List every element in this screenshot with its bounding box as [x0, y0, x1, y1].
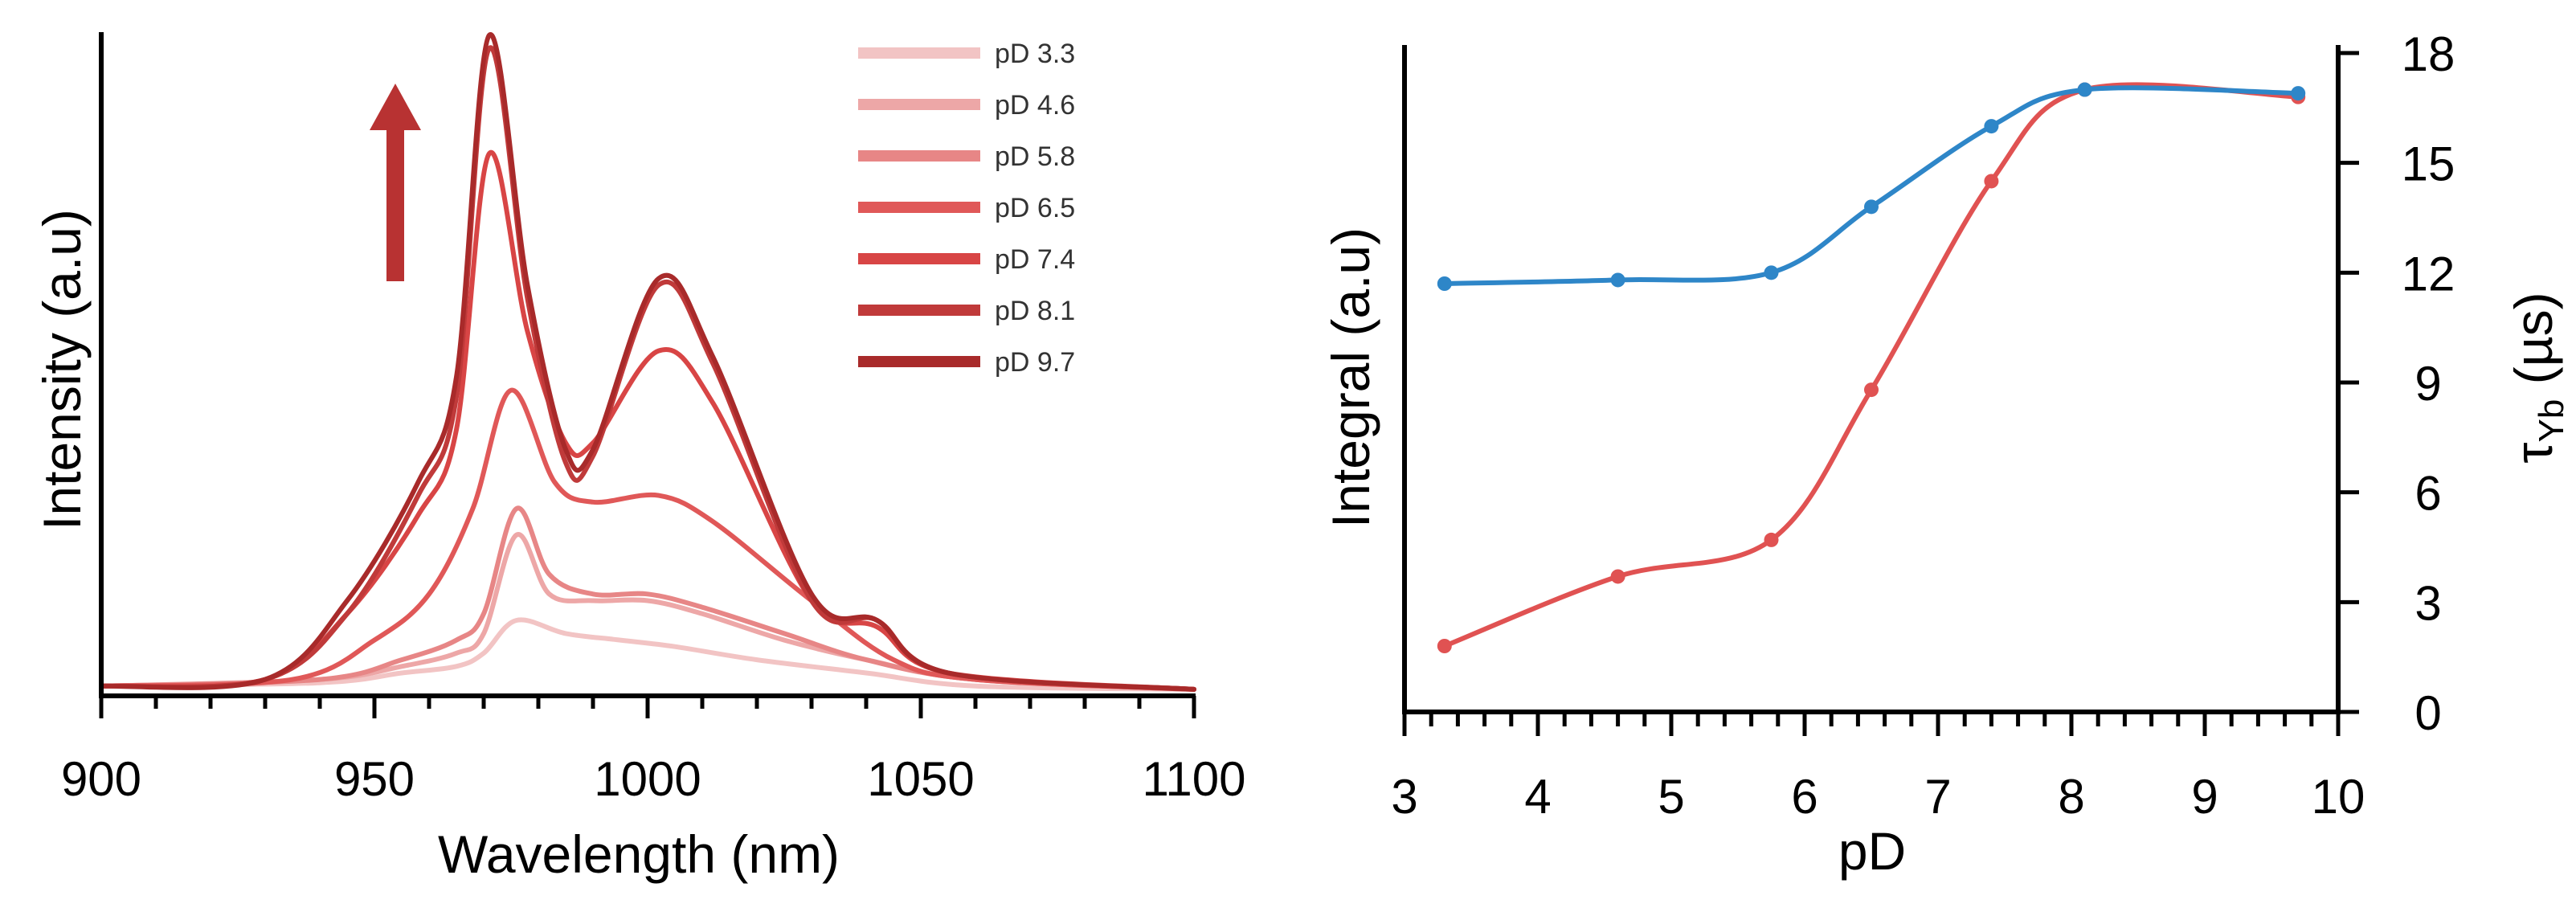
legend-label: pD 9.7 [995, 347, 1075, 378]
series-group [1437, 82, 2306, 653]
integral-data-point [1864, 382, 1879, 398]
spectrum-line-pD-3.3 [99, 617, 1196, 692]
lifetime-data-point [1610, 272, 1625, 288]
integral-data-point [1610, 569, 1625, 584]
legend-label: pD 7.4 [995, 244, 1075, 275]
increasing-pD-arrow [370, 84, 421, 281]
spectra-series-group [99, 32, 1196, 692]
left-y-axis-title: Integral (a.u) [1321, 227, 1380, 528]
integral-data-point [1984, 174, 1999, 189]
x-tick-label: 1050 [867, 752, 974, 806]
x-tick-label: 9 [2191, 770, 2218, 824]
arrow-shaft [386, 129, 404, 281]
y-tick-label: 12 [2402, 247, 2455, 301]
y-tick-label: 18 [2402, 27, 2455, 81]
y-axis-title: Intensity (a.u) [32, 209, 92, 530]
tau-symbol: τ [2504, 443, 2563, 464]
x-tick-label: 10 [2312, 770, 2365, 824]
x-tick-label: 1100 [1142, 752, 1245, 806]
y-tick-label: 0 [2414, 686, 2441, 740]
spectrum-line-pD-4.6 [99, 532, 1196, 692]
spectrum-line-pD-9.7 [99, 32, 1196, 692]
lifetime-data-point [2291, 86, 2306, 101]
x-tick-label: 4 [1524, 770, 1551, 824]
x-axis-ticks: 3 4 5 6 7 8 9 10 [1391, 712, 2365, 824]
arrow-head [370, 84, 421, 130]
legend-label: pD 6.5 [995, 193, 1075, 223]
integral-lifetime-chart: 3 4 5 6 7 8 9 10 0 3 6 9 12 15 18 pD Integral (a.u) τ… [1321, 27, 2571, 881]
x-axis-ticks: 900 950 1000 1050 1100 [61, 696, 1246, 806]
spectra-chart: 900 950 1000 1050 1100 Wavelength (nm) Inten… [32, 32, 1246, 884]
lifetime-data-point [1984, 119, 1999, 134]
lifetime-data-point [1764, 265, 1779, 280]
right-y-axis-ticks: 0 3 6 9 12 15 18 [2338, 27, 2455, 740]
x-tick-label: 5 [1658, 770, 1684, 824]
lifetime-data-point [1437, 276, 1452, 291]
x-tick-label: 1000 [594, 752, 701, 806]
y-tick-label: 3 [2414, 576, 2441, 630]
x-tick-label: 6 [1791, 770, 1818, 824]
tau-subscript: Yb [2532, 399, 2571, 443]
x-axis-title: pD [1838, 821, 1906, 881]
lifetime-data-point [2077, 82, 2092, 97]
spectrum-line-pD-6.5 [99, 387, 1196, 692]
y-tick-label: 15 [2402, 137, 2455, 191]
x-axis-title: Wavelength (nm) [438, 824, 840, 884]
legend-label: pD 8.1 [995, 296, 1075, 326]
tau-unit: (µs) [2504, 292, 2563, 399]
legend-label: pD 5.8 [995, 141, 1075, 172]
integral-data-point [1764, 532, 1779, 547]
spectrum-line-pD-5.8 [99, 505, 1196, 692]
legend: pD 3.3 pD 4.6 pD 5.8 pD 6.5 pD 7.4 pD 8.1 pD 9… [858, 39, 1075, 378]
integral-series-line [1443, 82, 2299, 648]
legend-label: pD 3.3 [995, 39, 1075, 69]
lifetime-data-point [1864, 199, 1879, 215]
legend-label: pD 4.6 [995, 90, 1075, 121]
right-y-axis-title: τYb (µs) [2504, 292, 2571, 463]
integral-data-point [1437, 639, 1452, 653]
spectrum-line-pD-7.4 [99, 149, 1196, 692]
x-tick-label: 8 [2058, 770, 2084, 824]
y-tick-label: 6 [2414, 467, 2441, 521]
lifetime-series-line [1444, 85, 2299, 286]
x-tick-label: 3 [1391, 770, 1417, 824]
x-tick-label: 950 [334, 752, 415, 806]
x-tick-label: 900 [61, 752, 141, 806]
x-tick-label: 7 [1924, 770, 1951, 824]
y-tick-label: 9 [2414, 357, 2441, 411]
